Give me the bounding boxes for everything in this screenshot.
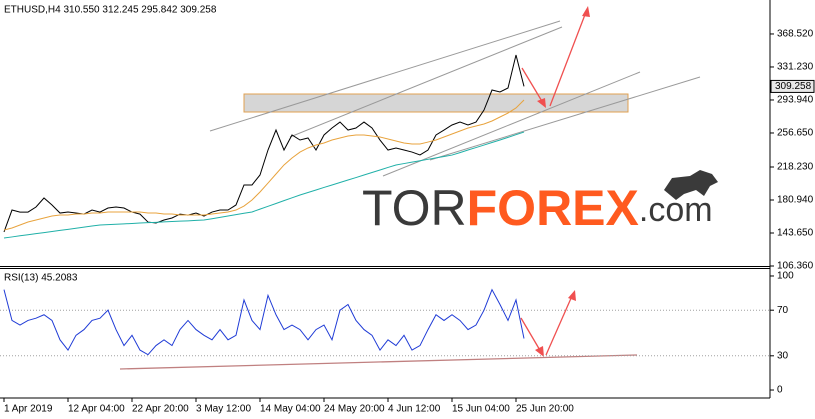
forecast-arrows xyxy=(520,6,590,357)
y-tick-label: 30 xyxy=(777,350,789,361)
chart-title: ETHUSD,H4 310.550 312.245 295.842 309.25… xyxy=(4,5,217,16)
x-tick-label: 14 May 04:00 xyxy=(260,404,321,415)
y-tick-label: 180.940 xyxy=(777,195,814,206)
current-price-box xyxy=(770,79,815,93)
y-tick-label: 106.360 xyxy=(777,261,814,272)
x-tick-label: 12 Apr 04:00 xyxy=(68,404,125,415)
x-tick-label: 24 May 20:00 xyxy=(324,404,385,415)
x-tick-label: 25 Jun 20:00 xyxy=(516,404,574,415)
y-tick-label: 218.230 xyxy=(777,162,814,173)
y-tick-label: 293.940 xyxy=(777,95,814,106)
y-tick-label: 256.650 xyxy=(777,128,814,139)
x-tick-label: 1 Apr 2019 xyxy=(4,404,53,415)
y-tick-label: 100 xyxy=(777,271,794,282)
watermark: TORFOREX.com xyxy=(362,180,713,236)
trend-lines xyxy=(209,20,701,177)
rsi-title: RSI(13) 45.2083 xyxy=(4,273,78,284)
series-line xyxy=(3,54,525,233)
watermark-prefix: TOR xyxy=(362,180,467,236)
x-tick-label: 15 Jun 04:00 xyxy=(452,404,510,415)
current-price-label: 309.258 xyxy=(775,81,812,92)
y-tick-label: 143.650 xyxy=(777,228,814,239)
x-tick-label: 3 May 12:00 xyxy=(196,404,251,415)
watermark-brand: FOREX xyxy=(467,180,639,236)
watermark-icon xyxy=(664,170,718,200)
x-tick-label: 22 Apr 20:00 xyxy=(132,404,189,415)
y-tick-label: 368.520 xyxy=(777,29,814,40)
y-tick-label: 70 xyxy=(777,305,789,316)
y-tick-label: 0 xyxy=(777,385,783,396)
series-line xyxy=(3,288,525,356)
series-line xyxy=(3,131,525,239)
series-line xyxy=(3,99,525,231)
y-tick-label: 331.230 xyxy=(777,62,814,73)
rsi-trend-line xyxy=(119,354,638,370)
resistance-zone xyxy=(243,93,629,113)
x-tick-label: 4 Jun 12:00 xyxy=(388,404,441,415)
